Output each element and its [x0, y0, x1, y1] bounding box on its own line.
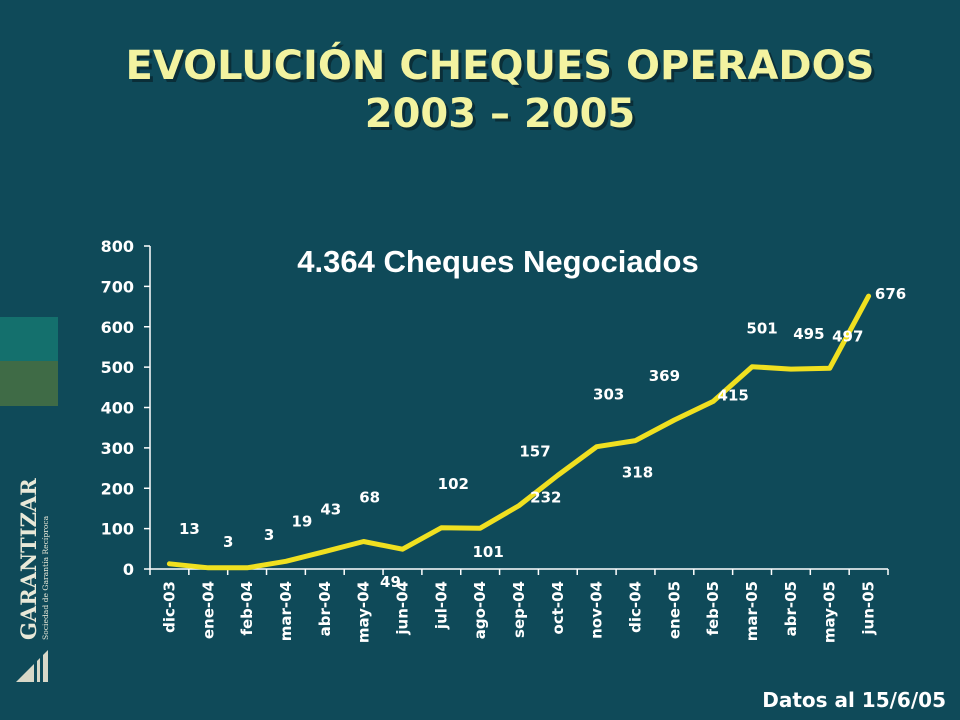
x-tick-label: sep-04: [510, 581, 528, 638]
chart-subtitle: 4.364 Cheques Negociados: [297, 244, 698, 279]
x-tick-label: ene-04: [199, 581, 217, 639]
x-tick-label: mar-04: [277, 581, 295, 641]
x-tick-label: may-04: [355, 581, 373, 643]
data-label: 676: [875, 285, 906, 303]
x-tick-label: ene-05: [665, 581, 683, 639]
y-tick-label: 600: [101, 318, 134, 337]
x-tick-label: jun-05: [860, 581, 878, 636]
y-tick-label: 300: [101, 439, 134, 458]
y-tick-label: 700: [101, 277, 134, 296]
data-label: 49: [380, 573, 401, 591]
data-label: 3: [223, 533, 233, 551]
data-label: 19: [292, 512, 313, 530]
x-tick-label: mar-05: [743, 581, 761, 641]
y-tick-label: 100: [101, 520, 134, 539]
y-tick-label: 200: [101, 479, 134, 498]
slide-title: EVOLUCIÓN CHEQUES OPERADOS 2003 – 2005: [0, 42, 960, 138]
data-label: 415: [718, 386, 749, 404]
y-tick-label: 800: [101, 237, 134, 256]
data-label: 303: [593, 386, 624, 404]
x-tick-label: jun-04: [393, 581, 411, 636]
data-label: 43: [320, 501, 341, 519]
x-tick-label: abr-04: [316, 581, 334, 636]
x-tick-label: abr-05: [782, 581, 800, 636]
x-tick-label: ago-04: [471, 581, 489, 639]
data-label: 157: [519, 443, 550, 461]
x-tick-label: feb-04: [238, 581, 256, 636]
series-line: [166, 293, 872, 571]
x-tick-label: nov-04: [588, 581, 606, 639]
title-line-1: EVOLUCIÓN CHEQUES OPERADOS: [125, 43, 875, 89]
title-line-2: 2003 – 2005: [364, 91, 636, 137]
logo-name: GARANTIZAR: [16, 478, 41, 640]
data-label: 497: [832, 327, 863, 345]
data-date-note: Datos al 15/6/05: [762, 688, 946, 712]
data-label: 318: [622, 464, 653, 482]
data-label: 3: [264, 526, 274, 544]
data-label: 68: [359, 489, 380, 507]
y-tick-label: 400: [101, 399, 134, 418]
data-label: 102: [438, 475, 469, 493]
data-label: 232: [530, 488, 561, 506]
y-tick-label: 500: [101, 358, 134, 377]
decorative-block-teal: [0, 317, 58, 361]
data-label: 501: [746, 320, 777, 338]
x-tick-label: may-05: [821, 581, 839, 643]
x-tick-label: dic-03: [160, 581, 178, 633]
data-label: 13: [179, 520, 200, 538]
data-label: 495: [793, 325, 824, 343]
x-tick-label: oct-04: [549, 581, 567, 634]
x-tick-label: dic-04: [627, 581, 645, 633]
x-tick-label: jul-04: [432, 581, 450, 630]
garantizar-logo: GARANTIZAR Sociedad de Garantía Recíproc…: [16, 478, 50, 682]
data-label: 101: [473, 543, 504, 561]
logo-tagline: Sociedad de Garantía Recíproca: [41, 515, 50, 640]
decorative-block-green: [0, 361, 58, 406]
data-label: 369: [649, 367, 680, 385]
y-tick-label: 0: [123, 560, 134, 579]
x-tick-label: feb-05: [704, 581, 722, 636]
